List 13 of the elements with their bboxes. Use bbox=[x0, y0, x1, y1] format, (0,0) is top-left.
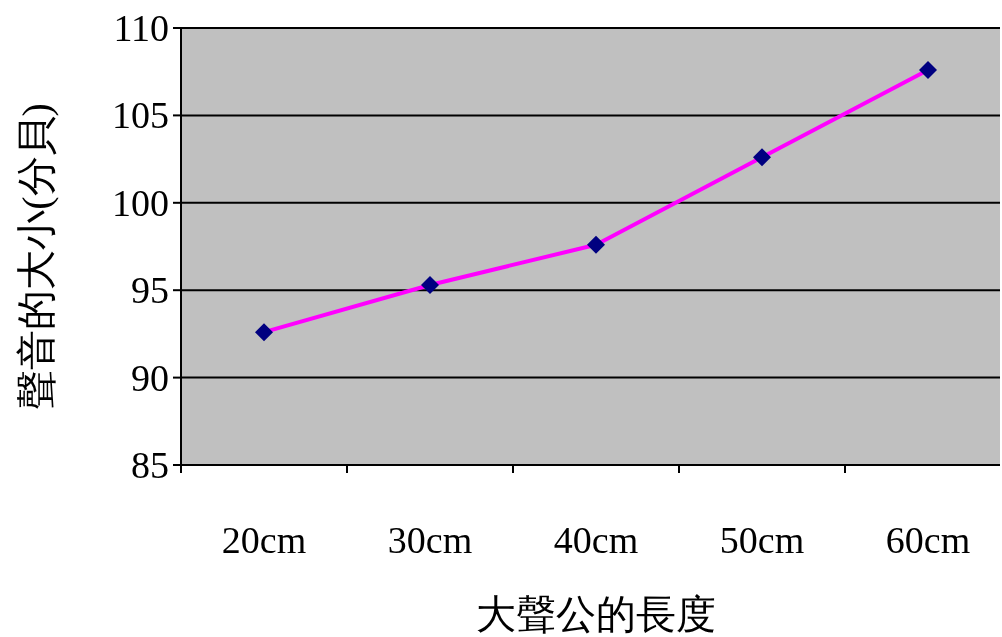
x-tick-label: 50cm bbox=[719, 519, 805, 561]
y-tick-label: 95 bbox=[131, 269, 169, 312]
y-tick-label: 90 bbox=[131, 356, 169, 399]
y-tick-label: 110 bbox=[113, 7, 169, 49]
y-tick-label: 100 bbox=[112, 181, 169, 224]
y-tick-label: 105 bbox=[112, 94, 169, 137]
x-tick-label: 60cm bbox=[885, 519, 971, 561]
x-axis-title: 大聲公的長度 bbox=[475, 592, 716, 637]
x-tick-label: 30cm bbox=[387, 519, 473, 561]
y-tick-label: 85 bbox=[131, 444, 169, 486]
x-tick-label: 40cm bbox=[553, 519, 639, 561]
x-tick-label: 20cm bbox=[221, 519, 307, 561]
y-axis-title: 聲音的大小(分貝) bbox=[14, 103, 59, 410]
